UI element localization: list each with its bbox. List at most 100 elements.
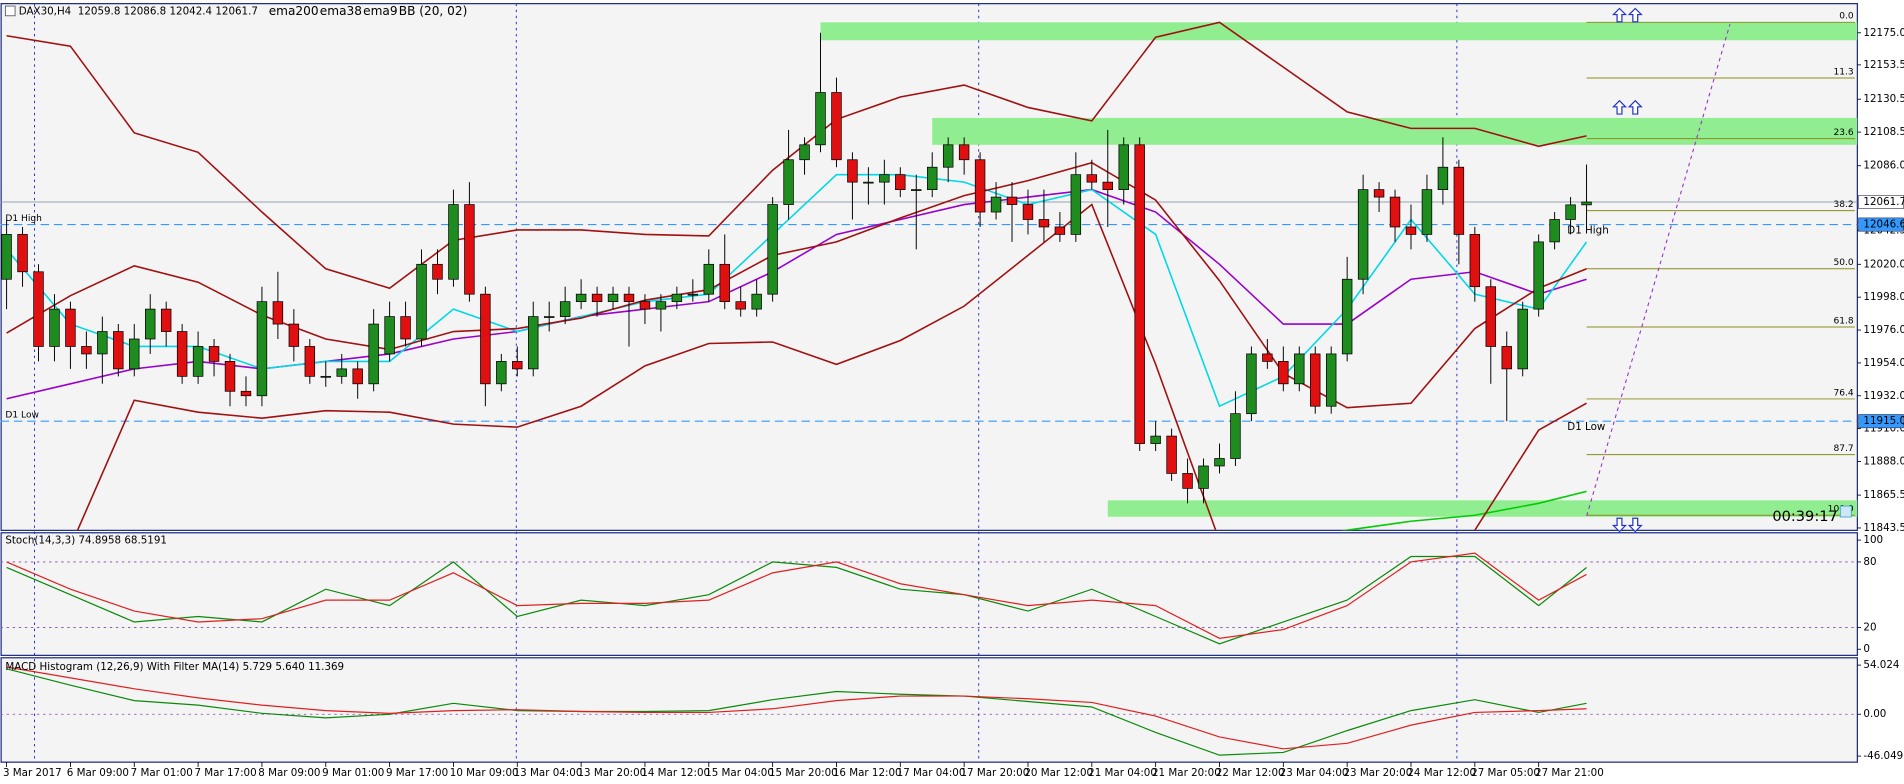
indicator-line xyxy=(1341,490,1587,531)
x-tick-label: 8 Mar 09:00 xyxy=(258,767,320,779)
candle-body xyxy=(1086,174,1098,183)
candle-body xyxy=(1182,473,1193,489)
candle-body xyxy=(288,323,300,347)
y-tick-label: -46.049 xyxy=(1863,750,1903,762)
candle-body xyxy=(974,159,986,213)
chart-layer: 0.011.323.638.250.061.876.487.7100.0D1 H… xyxy=(0,4,1904,779)
x-tick-label: 27 Mar 21:00 xyxy=(1535,767,1604,779)
x-tick-label: 15 Mar 04:00 xyxy=(705,767,774,779)
candle-body xyxy=(911,189,922,191)
legend-entry: ema9 xyxy=(363,4,397,18)
oscillator-line xyxy=(6,552,1587,639)
candle-body xyxy=(1022,204,1034,220)
candle-body xyxy=(240,390,252,397)
x-tick-label: 9 Mar 01:00 xyxy=(322,767,384,779)
candle-body xyxy=(926,166,938,190)
x-tick-label: 16 Mar 12:00 xyxy=(833,767,902,779)
candle-body xyxy=(1581,201,1592,206)
y-tick-label: 80 xyxy=(1863,556,1876,568)
candle-body xyxy=(49,308,60,347)
candle-body xyxy=(799,144,810,161)
chart-title: DAX30,H4 12059.8 12086.8 12042.4 12061.7 xyxy=(19,6,258,18)
day-level-label: D1 High xyxy=(1567,225,1608,237)
candle-body xyxy=(847,159,858,183)
price-box-label: 12061.7 xyxy=(1863,196,1904,208)
zone xyxy=(1107,500,1858,517)
x-tick-label: 3 Mar 2017 xyxy=(3,767,62,779)
candle-body xyxy=(528,316,539,370)
y-tick-label: 11998.0 xyxy=(1863,291,1904,303)
candle-body xyxy=(176,331,188,377)
candle-body xyxy=(1533,241,1544,310)
y-tick-label: 11932.0 xyxy=(1863,390,1904,402)
candle-body xyxy=(783,159,794,205)
candle-body xyxy=(1565,204,1576,220)
candle-body xyxy=(160,308,172,332)
fib-label: 61.8 xyxy=(1833,316,1853,326)
legend-entry: ema38 xyxy=(320,4,362,18)
candle-body xyxy=(1038,219,1050,228)
oscillator-line xyxy=(6,666,1587,750)
x-tick-label: 21 Mar 04:00 xyxy=(1088,767,1157,779)
candle-body xyxy=(639,301,651,310)
candle-body xyxy=(1437,166,1449,190)
candle-body xyxy=(1549,219,1560,243)
x-tick-label: 13 Mar 04:00 xyxy=(514,767,583,779)
candle-body xyxy=(1118,144,1129,190)
x-tick-label: 20 Mar 12:00 xyxy=(1024,767,1093,779)
day-level-label: D1 Low xyxy=(1567,421,1605,433)
indicator-line xyxy=(76,203,1587,531)
x-tick-label: 22 Mar 12:00 xyxy=(1216,767,1285,779)
y-tick-label: 11976.0 xyxy=(1863,324,1904,336)
candle-body xyxy=(1421,189,1433,235)
macd-title: MACD Histogram (12,26,9) With Filter MA(… xyxy=(5,661,344,673)
candle-body xyxy=(496,361,507,385)
candle-body xyxy=(1278,361,1289,385)
fib-label: 11.3 xyxy=(1833,67,1853,77)
candle-body xyxy=(815,92,826,146)
down-arrow xyxy=(1611,517,1628,533)
candle-body xyxy=(129,338,140,370)
x-tick-label: 14 Mar 12:00 xyxy=(641,767,710,779)
y-tick-label: 11954.0 xyxy=(1863,357,1904,369)
candle-body xyxy=(1006,196,1018,205)
candle-body xyxy=(1102,181,1113,190)
candle-body xyxy=(1166,435,1177,474)
x-tick-label: 10 Mar 09:00 xyxy=(450,767,519,779)
candle-body xyxy=(272,301,284,325)
candle-body xyxy=(17,234,28,273)
up-arrow xyxy=(1611,7,1628,23)
up-arrow xyxy=(1611,99,1628,115)
y-tick-label: 0 xyxy=(1863,643,1870,655)
candle-body xyxy=(336,368,347,377)
oscillator-line xyxy=(6,555,1587,645)
y-tick-label: 12130.5 xyxy=(1863,93,1904,105)
x-tick-label: 15 Mar 20:00 xyxy=(769,767,838,779)
x-tick-label: 7 Mar 17:00 xyxy=(194,767,256,779)
candle-body xyxy=(703,263,715,295)
candle-body xyxy=(33,271,44,347)
candle-body xyxy=(224,361,236,392)
candle-body xyxy=(623,293,635,303)
candle-body xyxy=(1325,353,1337,407)
candle-body xyxy=(304,346,316,377)
candle-body xyxy=(464,204,475,295)
candle-body xyxy=(400,316,411,340)
candle-body xyxy=(1,234,12,280)
y-tick-label: 20 xyxy=(1863,621,1876,633)
candle-body xyxy=(65,308,76,347)
stoch-title: Stoch(14,3,3) 74.8958 68.5191 xyxy=(5,535,167,547)
candle-body xyxy=(320,375,331,378)
x-tick-label: 23 Mar 20:00 xyxy=(1344,767,1413,779)
price-box-label: 11915.0 xyxy=(1863,415,1904,427)
day-level-label: D1 Low xyxy=(5,411,39,421)
x-tick-label: 27 Mar 05:00 xyxy=(1471,767,1540,779)
y-tick-label: 11888.0 xyxy=(1863,455,1904,467)
up-arrow xyxy=(1627,7,1643,23)
price-box xyxy=(1858,217,1904,232)
candle-body xyxy=(863,181,874,184)
x-tick-label: 17 Mar 04:00 xyxy=(897,767,966,779)
candle-body xyxy=(1134,144,1145,444)
